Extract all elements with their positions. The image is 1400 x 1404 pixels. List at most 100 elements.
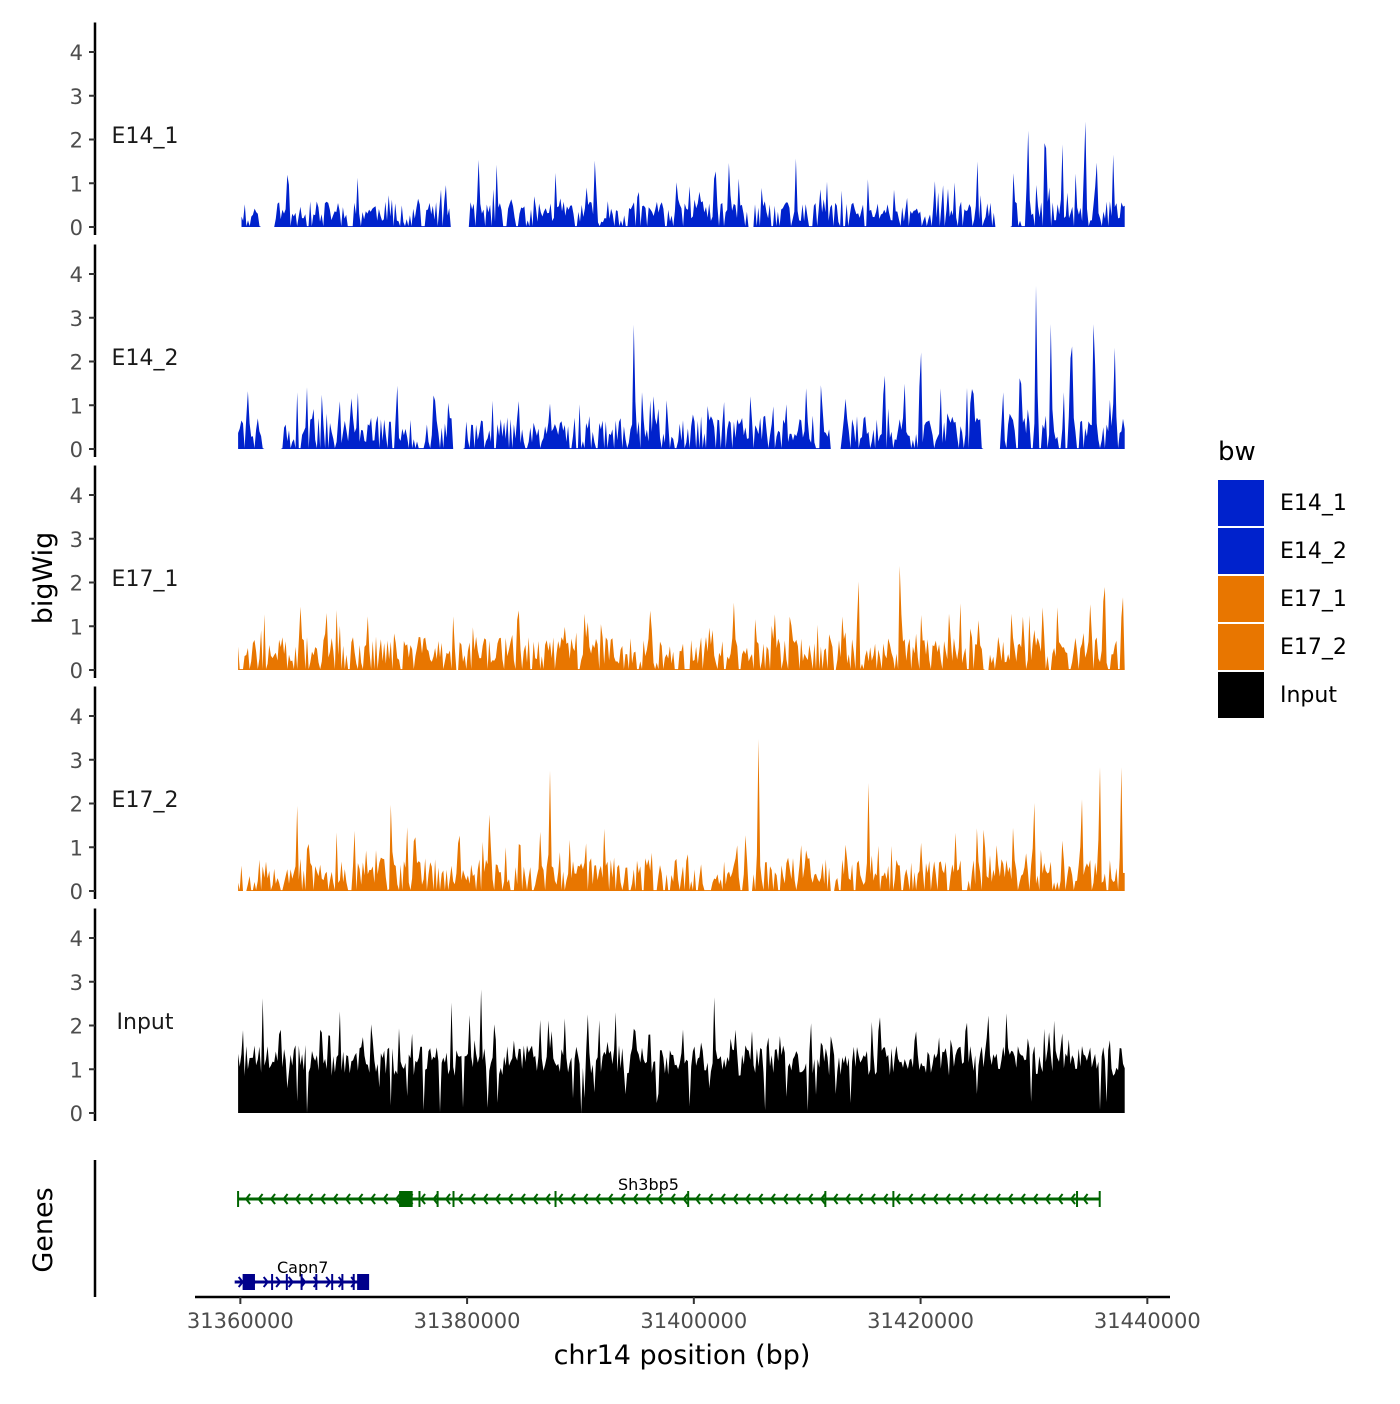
strand-chevron <box>719 1193 726 1205</box>
y-tick-label: 3 <box>70 749 83 773</box>
y-tick-label: 0 <box>70 438 83 462</box>
coverage-area-E17_2 <box>238 739 1125 891</box>
exon-block <box>242 1274 255 1290</box>
strand-chevron <box>869 1193 876 1205</box>
legend-key-E14_1 <box>1218 480 1264 526</box>
y-tick-label: 1 <box>70 394 83 418</box>
coverage-area-E17_1 <box>238 565 1125 670</box>
strand-chevron <box>1044 1193 1051 1205</box>
strand-chevron <box>532 1193 539 1205</box>
strand-chevron <box>432 1193 439 1205</box>
y-tick-label: 2 <box>70 793 83 817</box>
strand-chevron <box>882 1193 889 1205</box>
strand-chevron <box>482 1193 489 1205</box>
strand-chevron <box>557 1193 564 1205</box>
strand-chevron <box>932 1193 939 1205</box>
tracks-group: 0 1 2 3 4 E14_1 0 1 2 3 4 E14_2 0 1 2 3 4 E17_1 0 1 2 3 4 E17_2… <box>70 22 1125 1126</box>
gene-Capn7: Capn7 <box>234 1258 370 1290</box>
strand-chevron <box>732 1193 739 1205</box>
y-tick-label: 4 <box>70 41 83 65</box>
strand-chevron <box>569 1193 576 1205</box>
strand-chevron <box>382 1193 389 1205</box>
gene-name-label: Sh3bp5 <box>618 1175 679 1194</box>
strand-chevron <box>519 1193 526 1205</box>
legend-key-E17_1 <box>1218 576 1264 622</box>
strand-chevron <box>350 1276 357 1288</box>
strand-chevron <box>257 1193 264 1205</box>
legend: bw E14_1 E14_2 E17_1 E17_2 Input <box>1218 437 1347 718</box>
legend-label: E14_2 <box>1280 539 1347 564</box>
strand-chevron <box>669 1193 676 1205</box>
strand-chevron <box>819 1193 826 1205</box>
strand-chevron <box>1082 1193 1089 1205</box>
strand-chevron <box>269 1193 276 1205</box>
track-panel-E17_1: 0 1 2 3 4 E17_1 <box>70 465 1125 683</box>
strand-chevron <box>282 1193 289 1205</box>
exon-block <box>357 1274 370 1290</box>
gene-Sh3bp5: Sh3bp5 <box>237 1175 1101 1207</box>
strand-chevron <box>582 1193 589 1205</box>
strand-chevron <box>994 1193 1001 1205</box>
strand-chevron <box>744 1193 751 1205</box>
x-tick-label: 31360000 <box>187 1309 294 1333</box>
legend-label: Input <box>1280 683 1337 708</box>
gene-name-label: Capn7 <box>277 1258 328 1277</box>
strand-chevron <box>369 1193 376 1205</box>
strand-chevron <box>244 1193 251 1205</box>
strand-chevron <box>319 1193 326 1205</box>
strand-chevron <box>607 1193 614 1205</box>
y-tick-label: 2 <box>70 572 83 596</box>
track-panel-E14_1: 0 1 2 3 4 E14_1 <box>70 22 1125 240</box>
strand-chevron <box>287 1276 294 1288</box>
strand-chevron <box>894 1193 901 1205</box>
y-tick-label: 1 <box>70 615 83 639</box>
coverage-area-E14_1 <box>241 121 1125 227</box>
strand-chevron <box>332 1193 339 1205</box>
strand-chevron <box>944 1193 951 1205</box>
y-tick-label: 4 <box>70 705 83 729</box>
track-label: E14_2 <box>112 346 179 371</box>
strand-chevron <box>682 1193 689 1205</box>
y-tick-label: 2 <box>70 351 83 375</box>
legend-label: E14_1 <box>1280 491 1347 516</box>
strand-chevron <box>807 1193 814 1205</box>
track-label: Input <box>117 1010 174 1035</box>
genes-axis-title: Genes <box>28 1187 59 1272</box>
y-tick-label: 0 <box>70 880 83 904</box>
y-axis-title: bigWig <box>28 532 59 625</box>
x-axis-title: chr14 position (bp) <box>554 1340 811 1371</box>
strand-chevron <box>1057 1193 1064 1205</box>
strand-chevron <box>344 1193 351 1205</box>
y-tick-label: 1 <box>70 1058 83 1082</box>
strand-chevron <box>307 1193 314 1205</box>
strand-chevron <box>544 1193 551 1205</box>
strand-chevron <box>469 1193 476 1205</box>
strand-chevron <box>312 1276 319 1288</box>
strand-chevron <box>294 1193 301 1205</box>
strand-chevron <box>632 1193 639 1205</box>
strand-chevron <box>457 1193 464 1205</box>
y-tick-label: 3 <box>70 528 83 552</box>
coverage-area-E14_2 <box>238 285 1125 449</box>
strand-chevron <box>357 1193 364 1205</box>
track-label: E17_2 <box>112 788 179 813</box>
x-tick-label: 31420000 <box>867 1309 974 1333</box>
strand-chevron <box>1007 1193 1014 1205</box>
x-tick-label: 31380000 <box>414 1309 521 1333</box>
track-panel-E17_2: 0 1 2 3 4 E17_2 <box>70 686 1125 904</box>
strand-chevron <box>1019 1193 1026 1205</box>
strand-chevron <box>707 1193 714 1205</box>
track-label: E17_1 <box>112 567 179 592</box>
strand-chevron <box>325 1276 332 1288</box>
strand-chevron <box>444 1193 451 1205</box>
track-panel-Input: 0 1 2 3 4 Input <box>70 908 1125 1126</box>
exon-block <box>399 1191 413 1207</box>
y-tick-label: 1 <box>70 836 83 860</box>
strand-chevron <box>782 1193 789 1205</box>
track-label: E14_1 <box>112 124 179 149</box>
track-panel-E14_2: 0 1 2 3 4 E14_2 <box>70 244 1125 462</box>
y-tick-label: 3 <box>70 307 83 331</box>
